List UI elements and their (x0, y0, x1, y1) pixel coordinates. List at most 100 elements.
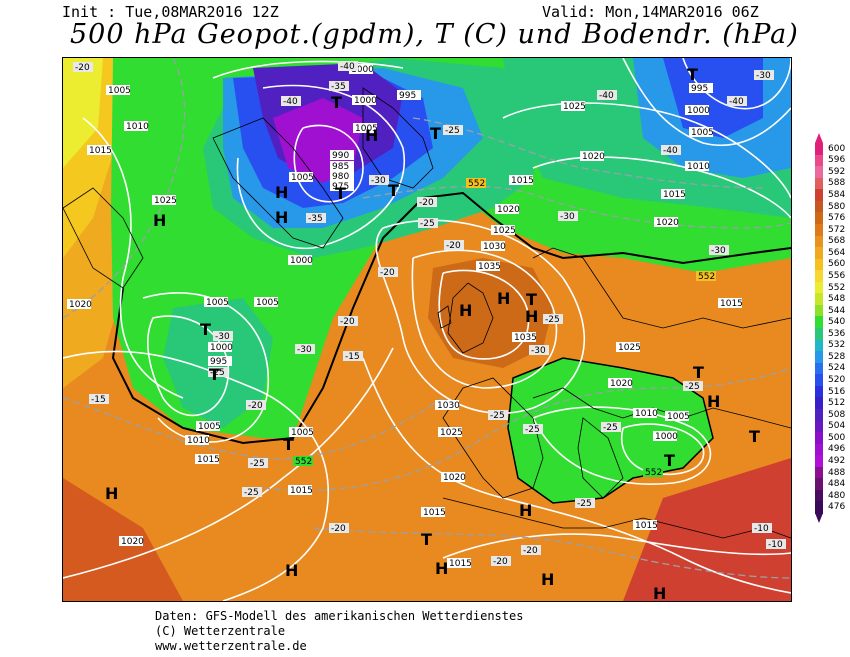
svg-text:990: 990 (332, 151, 349, 161)
pressure-label: 1020 (608, 378, 633, 389)
pressure-label: 1000 (208, 342, 233, 353)
legend-label: 508 (828, 409, 846, 420)
svg-text:-40: -40 (340, 62, 355, 72)
svg-text:1020: 1020 (443, 473, 466, 483)
pressure-label: 985 (330, 161, 354, 172)
temp-label: -25 (242, 487, 262, 498)
low-marker: T (209, 365, 220, 384)
legend-swatch (815, 385, 823, 398)
svg-text:-20: -20 (419, 198, 434, 208)
pressure-label: 1010 (685, 161, 710, 172)
pressure-centers: H H H H H H H H H H H H H H T T T T T T … (105, 65, 760, 601)
legend-swatch (815, 432, 823, 445)
temp-label: -30 (295, 344, 315, 355)
temp-label: -20 (417, 197, 437, 208)
legend-label: 572 (828, 224, 846, 235)
svg-text:-20: -20 (75, 63, 90, 73)
high-marker: H (497, 289, 510, 308)
high-marker: H (435, 559, 448, 578)
svg-text:1010: 1010 (187, 436, 210, 446)
svg-text:-40: -40 (599, 91, 614, 101)
temp-label: -20 (246, 400, 266, 411)
temperature-labels: -20 -40 -40 -35 -35 -30 -25 -25 -20 -20 … (73, 61, 786, 567)
pressure-label: 1015 (195, 454, 220, 465)
footer: Daten: GFS-Modell des amerikanischen Wet… (155, 609, 523, 654)
temp-label: -40 (727, 96, 747, 107)
low-marker: T (664, 451, 675, 470)
temp-label: -20 (444, 240, 464, 251)
svg-text:-20: -20 (523, 546, 538, 556)
svg-text:-25: -25 (445, 126, 460, 136)
pressure-label: 990 (330, 150, 354, 161)
svg-text:980: 980 (332, 172, 349, 182)
svg-text:1020: 1020 (69, 300, 92, 310)
temp-label: -40 (597, 90, 617, 101)
svg-text:1005: 1005 (206, 298, 229, 308)
svg-text:1025: 1025 (618, 343, 641, 353)
legend-swatch (815, 212, 823, 225)
svg-text:1005: 1005 (198, 422, 221, 432)
legend-label: 532 (828, 340, 846, 351)
pressure-label: 1010 (124, 121, 149, 132)
high-marker: H (459, 301, 472, 320)
temp-label: -30 (369, 175, 389, 186)
svg-text:-25: -25 (685, 382, 700, 392)
pressure-label: 1000 (685, 105, 710, 116)
pressure-label: 1025 (152, 195, 177, 206)
legend-swatch (815, 339, 823, 352)
svg-text:1010: 1010 (126, 122, 149, 132)
pressure-label: 1005 (106, 85, 131, 96)
legend-swatch (815, 351, 823, 364)
pressure-labels: 1005 1010 1015 1025 1020 1005 1005 1005 … (67, 64, 743, 569)
svg-text:1005: 1005 (667, 412, 690, 422)
legend-max-arrow (815, 133, 823, 143)
temp-label: -25 (418, 218, 438, 229)
svg-text:1025: 1025 (493, 226, 516, 236)
legend-swatch (815, 281, 823, 294)
legend-swatch (815, 478, 823, 491)
svg-text:1015: 1015 (720, 299, 743, 309)
temp-label: -15 (343, 351, 363, 362)
legend-swatch (815, 397, 823, 410)
legend-label: 540 (828, 317, 846, 328)
footer-url[interactable]: www.wetterzentrale.de (155, 639, 307, 653)
svg-text:-30: -30 (297, 345, 312, 355)
svg-text:552: 552 (698, 272, 715, 282)
svg-text:-25: -25 (577, 499, 592, 509)
pressure-label: 1005 (289, 172, 314, 183)
low-marker: T (526, 290, 537, 309)
svg-text:-20: -20 (340, 317, 355, 327)
pressure-label: 1015 (447, 558, 472, 569)
legend-label: 500 (828, 432, 846, 443)
pressure-label: 1005 (353, 123, 378, 134)
legend-label: 576 (828, 213, 846, 224)
legend-label: 556 (828, 270, 846, 281)
svg-text:1025: 1025 (563, 102, 586, 112)
svg-text:-40: -40 (729, 97, 744, 107)
svg-text:-25: -25 (210, 368, 225, 378)
temp-label: -30 (529, 345, 549, 356)
pressure-label: 995 (397, 90, 421, 101)
svg-text:-10: -10 (754, 524, 769, 534)
svg-text:-40: -40 (663, 146, 678, 156)
temp-label: -15 (89, 394, 109, 405)
low-marker: T (693, 363, 704, 382)
svg-text:985: 985 (332, 162, 349, 172)
legend-swatch (815, 408, 823, 422)
legend-label: 548 (828, 294, 846, 305)
temp-label: -25 (601, 422, 621, 433)
legend-label: 568 (828, 236, 846, 247)
svg-text:1015: 1015 (423, 508, 446, 518)
temp-label: -20 (378, 267, 398, 278)
legend-swatch (815, 223, 823, 237)
low-marker: T (749, 427, 760, 446)
svg-text:-20: -20 (446, 241, 461, 251)
temp-label: -30 (754, 70, 774, 81)
high-marker: H (365, 126, 378, 145)
legend-label: 580 (828, 201, 846, 212)
legend-label: 564 (828, 247, 846, 258)
valid-time: Valid: Mon,14MAR2016 06Z (542, 3, 759, 21)
svg-text:-30: -30 (711, 246, 726, 256)
pressure-label: 1030 (435, 400, 460, 411)
svg-text:-25: -25 (490, 411, 505, 421)
